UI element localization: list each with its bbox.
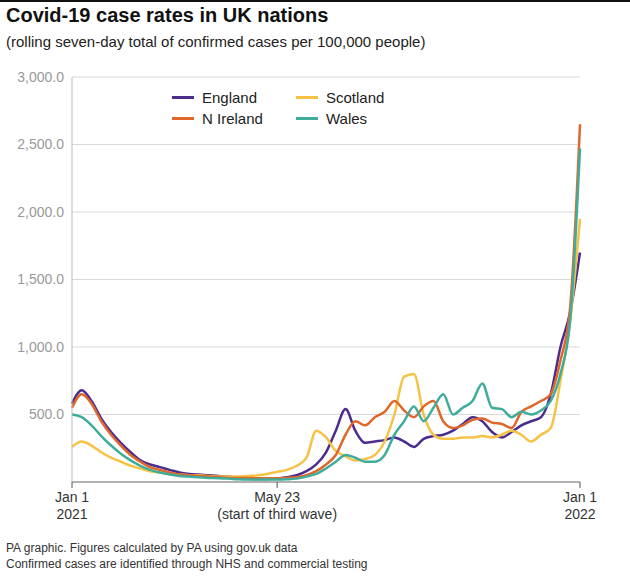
- svg-text:500.0: 500.0: [29, 406, 64, 422]
- html-text:Scotland: Scotland: [326, 89, 385, 106]
- html-text:Confirmed cases are identified: Confirmed cases are identified through N…: [6, 557, 368, 571]
- svg-text:2,500.0: 2,500.0: [17, 136, 64, 152]
- html-text:Covid-19 case rates in UK nati: Covid-19 case rates in UK nations: [6, 4, 329, 26]
- html-text:Wales: Wales: [326, 110, 368, 127]
- html-text:PA graphic. Figures calculated: PA graphic. Figures calculated by PA usi…: [6, 541, 298, 555]
- svg-text:3,000.0: 3,000.0: [17, 69, 64, 85]
- html-text:(rolling seven-day total of co: (rolling seven-day total of confirmed ca…: [6, 33, 426, 50]
- html-text:England: England: [202, 89, 258, 106]
- svg-text:Jan 12021: Jan 12021: [55, 489, 89, 522]
- svg-text:2,000.0: 2,000.0: [17, 204, 64, 220]
- svg-text:1,000.0: 1,000.0: [17, 339, 64, 355]
- html-text:N Ireland: N Ireland: [202, 110, 263, 127]
- svg-text:Jan 12022: Jan 12022: [563, 489, 597, 522]
- svg-text:May 23(start of third wave): May 23(start of third wave): [217, 489, 337, 522]
- svg-text:1,500.0: 1,500.0: [17, 271, 64, 287]
